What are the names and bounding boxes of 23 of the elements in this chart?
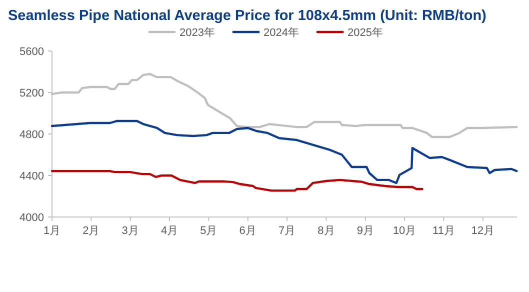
x-tick-label: 12月	[471, 225, 495, 237]
legend-label: 2025年	[348, 27, 383, 39]
chart-title: Seamless Pipe National Average Price for 108x4.5mm (Unit: RMB/ton)	[8, 8, 487, 24]
x-tick-label: 9月	[356, 225, 374, 237]
legend-label: 2023年	[180, 27, 215, 39]
line-series	[50, 170, 424, 192]
y-tick-label: 4400	[20, 170, 44, 182]
x-tick-label: 10月	[392, 225, 416, 237]
x-tick-label: 5月	[200, 225, 218, 237]
x-tick-label: 6月	[239, 225, 256, 237]
x-tick-label: 3月	[122, 225, 139, 237]
y-tick-label: 4000	[20, 212, 44, 224]
y-tick-label: 5600	[20, 46, 44, 58]
x-tick-label: 4月	[160, 225, 178, 237]
y-tick-label: 5200	[20, 88, 44, 100]
x-tick-label: 2月	[82, 225, 100, 237]
line-series	[50, 120, 518, 184]
x-tick-label: 7月	[278, 225, 296, 237]
x-tick-label: 11月	[432, 225, 455, 237]
x-tick-label: 8月	[318, 225, 335, 237]
x-tick-label: 1月	[43, 225, 61, 237]
legend-label: 2024年	[264, 27, 299, 39]
y-tick-label: 4800	[20, 129, 44, 141]
